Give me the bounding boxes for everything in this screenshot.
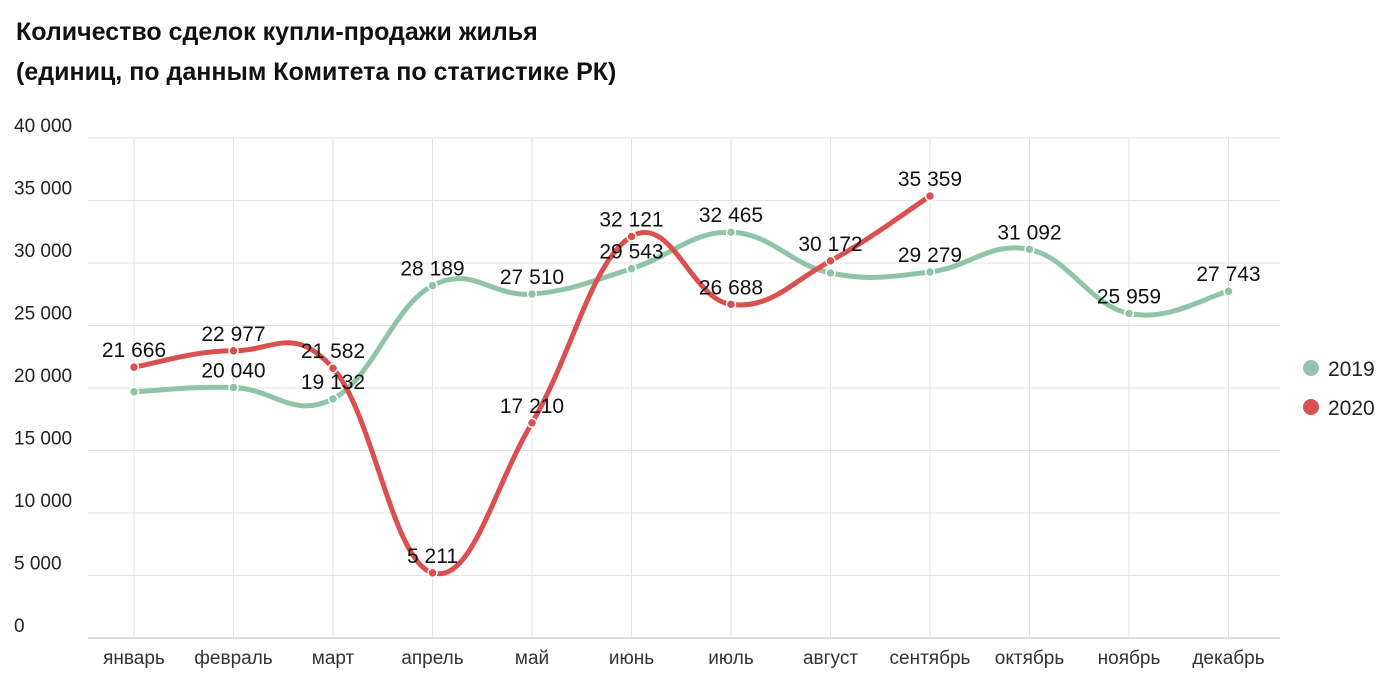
x-axis: январь февраль март апрель май июнь июль август… [103, 648, 1265, 669]
legend-marker-2019 [1303, 360, 1319, 376]
y-axis: 0 5 000 10 000 15 000 20 000 25 000 30 000 35 0… [14, 116, 72, 637]
y-tick-label: 35 000 [14, 179, 72, 200]
y-tick-label: 5 000 [14, 554, 62, 575]
data-label-2020: 21 666 [102, 339, 166, 362]
data-point-2019 [825, 267, 836, 279]
data-label-2020: 21 582 [301, 340, 365, 363]
data-point-2020 [327, 362, 339, 374]
data-label-2020: 30 172 [798, 233, 862, 256]
x-tick-label: октябрь [995, 648, 1065, 669]
data-labels: 20 040 19 132 28 189 27 510 29 543 32 465 29 2… [102, 168, 1261, 568]
title-line-1: Количество сделок купли-продажи жилья [16, 18, 538, 46]
y-tick-label: 10 000 [14, 491, 72, 512]
data-point-2019 [725, 226, 737, 238]
data-point-2019 [427, 280, 438, 291]
data-point-2019 [327, 393, 339, 405]
data-point-2020 [228, 345, 239, 357]
x-tick-label: июль [708, 648, 754, 669]
data-point-2019 [1024, 244, 1035, 255]
data-label-2020: 32 121 [599, 208, 663, 231]
data-label-2019: 28 189 [400, 258, 464, 281]
x-tick-label: июнь [609, 648, 654, 669]
data-point-2020 [427, 567, 438, 579]
data-label-2019: 19 132 [301, 371, 365, 394]
x-tick-label: май [515, 648, 549, 669]
x-tick-label: ноябрь [1098, 648, 1161, 669]
data-point-2020 [526, 417, 538, 429]
x-tick-label: апрель [401, 648, 463, 669]
y-tick-label: 40 000 [14, 116, 72, 137]
x-tick-label: август [803, 648, 858, 669]
data-label-2019: 27 743 [1196, 263, 1260, 286]
data-point-2020 [128, 361, 140, 373]
data-point-2019 [1223, 285, 1234, 297]
series-line-2020 [131, 193, 933, 577]
legend-label-2020: 2020 [1328, 397, 1375, 420]
y-tick-label: 25 000 [14, 304, 72, 325]
data-label-2019: 27 510 [500, 266, 564, 289]
data-point-2019 [1123, 308, 1135, 319]
data-label-2019: 29 543 [599, 241, 663, 264]
data-label-2020: 26 688 [699, 276, 763, 299]
data-point-2019 [626, 263, 637, 274]
data-label-2020: 17 210 [500, 395, 564, 418]
series-lines [128, 190, 1234, 579]
data-point-2020 [725, 299, 737, 310]
legend: 2019 2020 [1303, 358, 1375, 420]
data-point-2020 [924, 190, 936, 202]
data-point-2020 [825, 255, 836, 267]
x-tick-label: февраль [194, 648, 273, 669]
data-label-2020: 5 211 [407, 545, 458, 568]
y-tick-label: 0 [14, 616, 25, 637]
grid [88, 137, 1280, 639]
data-label-2019: 25 959 [1097, 286, 1161, 309]
x-tick-label: сентябрь [890, 648, 971, 669]
data-label-2019: 31 092 [997, 221, 1061, 244]
title-line-2: (единиц, по данным Комитета по статистик… [16, 58, 617, 86]
data-label-2020: 35 359 [898, 168, 962, 191]
data-point-2019 [526, 288, 538, 300]
legend-label-2019: 2019 [1328, 358, 1375, 381]
x-tick-label: январь [103, 648, 165, 669]
x-tick-label: декабрь [1192, 648, 1264, 669]
data-point-2020 [626, 231, 637, 242]
data-label-2020: 22 977 [201, 323, 265, 346]
data-point-2019 [228, 382, 239, 393]
y-tick-label: 30 000 [14, 241, 72, 262]
data-point-2019 [128, 386, 140, 397]
data-label-2019: 20 040 [201, 360, 265, 383]
x-tick-label: март [312, 648, 355, 669]
chart-title: Количество сделок купли-продажи жилья (е… [16, 12, 616, 92]
data-label-2019: 32 465 [699, 204, 763, 227]
y-tick-label: 20 000 [14, 366, 72, 387]
data-point-2019 [924, 266, 936, 278]
data-label-2019: 29 279 [898, 244, 962, 267]
legend-marker-2020 [1303, 399, 1319, 415]
y-tick-label: 15 000 [14, 429, 72, 450]
